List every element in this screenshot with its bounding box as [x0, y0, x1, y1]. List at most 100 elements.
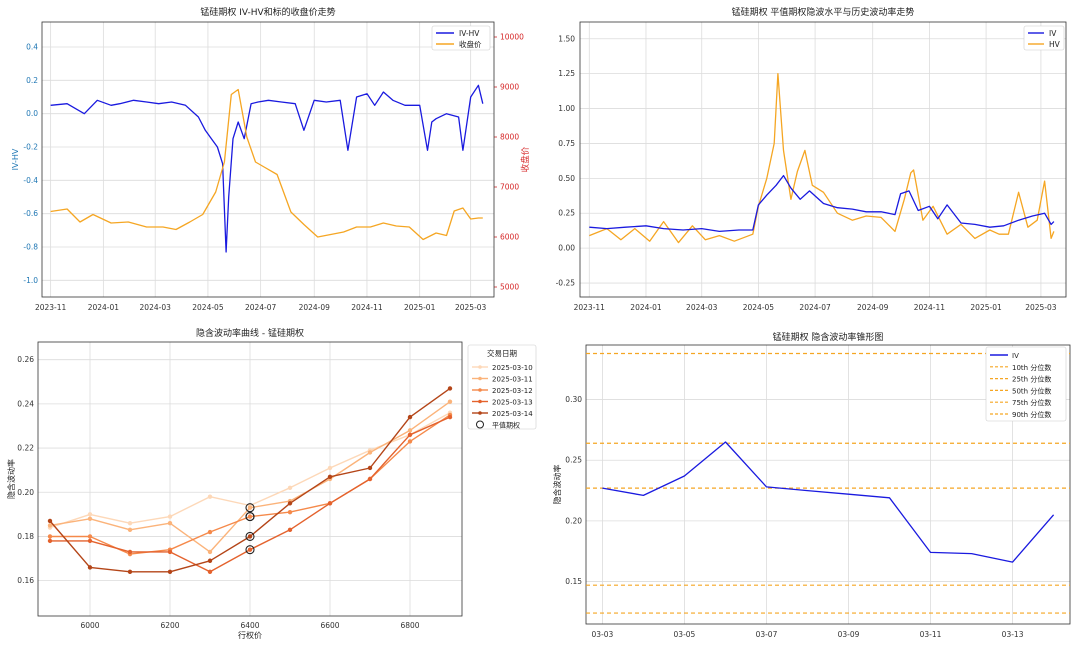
y-tick-label: 0.75: [558, 139, 575, 148]
y-right-tick-label: 10000: [500, 33, 524, 42]
x-tick-label: 2024-05: [192, 303, 224, 312]
y-left-tick-label: 0.2: [26, 76, 38, 85]
atm-marker: [245, 503, 255, 513]
legend-marker: [478, 365, 482, 369]
x-tick-label: 03-09: [838, 630, 860, 639]
legend-marker: [476, 420, 484, 429]
data-point: [287, 485, 293, 491]
plot-frame: [585, 344, 1071, 625]
data-point: [327, 501, 333, 506]
x-tick-label: 6800: [400, 621, 419, 630]
data-point: [407, 439, 413, 444]
data-point: [87, 516, 93, 521]
data-point: [207, 549, 213, 555]
data-point: [167, 569, 173, 575]
data-point: [87, 538, 93, 544]
series-line: [589, 174, 1055, 233]
legend: IV HV: [1023, 25, 1065, 51]
legend-marker: [478, 388, 482, 392]
y-right-tick-label: 8000: [500, 133, 519, 142]
chart-title: 隐含波动率曲线 - 锰硅期权: [196, 327, 304, 339]
data-point: [367, 465, 373, 471]
y-axis-label: 隐含波动率: [552, 465, 562, 505]
x-tick-label: 03-03: [592, 630, 614, 639]
data-point: [447, 386, 453, 391]
legend-label: 2025-03-13: [492, 399, 533, 407]
legend-marker: [478, 376, 482, 381]
y-tick-label: 0.00: [558, 244, 575, 253]
y-tick-label: 0.50: [558, 174, 575, 183]
x-tick-label: 2024-11: [351, 303, 383, 312]
legend-label: 90th 分位数: [1012, 410, 1051, 419]
series-line: [50, 84, 484, 253]
x-tick-label: 2024-05: [743, 303, 775, 312]
y-left-tick-label: -0.4: [23, 176, 38, 185]
legend: 交易日期 2025-03-10 2025-03-11 2025-03-12 2025-0…: [467, 344, 537, 430]
data-point: [247, 514, 253, 519]
chart-iv-smile: 隐含波动率曲线 - 锰硅期权 6000 6200 6400 6600 6800 0.26 0.…: [6, 327, 537, 640]
y-tick-label: 0.22: [17, 444, 34, 453]
y-tick-label: 0.20: [565, 516, 582, 525]
legend-label: 2025-03-10: [492, 364, 533, 372]
data-point: [327, 474, 333, 479]
atm-marker: [245, 531, 255, 542]
plot-frame: [41, 21, 495, 298]
legend-box: [985, 346, 1067, 422]
legend-label: IV-HV: [459, 29, 480, 38]
data-point: [47, 523, 53, 528]
legend: IV 10th 分位数 25th 分位数 50th 分位数 75th 分位数 90th 分…: [985, 346, 1067, 422]
y-right-label: 收盘价: [520, 146, 531, 172]
data-point: [247, 547, 253, 552]
chart-atm-iv-hv: 锰硅期权 平值期权隐波水平与历史波动率走势 2023-11 2024-01 2024-…: [556, 6, 1067, 312]
x-tick-label: 2024-07: [245, 303, 277, 312]
x-tick-label: 2024-01: [630, 303, 662, 312]
legend-label: IV: [1012, 352, 1019, 360]
x-tick-label: 2025-03: [1025, 303, 1057, 312]
y-left-tick-label: -1.0: [23, 276, 38, 285]
data-point: [207, 569, 213, 575]
legend-label: 2025-03-14: [492, 410, 533, 418]
x-tick-label: 03-11: [920, 630, 942, 639]
y-tick-label: 0.25: [558, 209, 575, 218]
y-right-tick-label: 5000: [500, 283, 519, 292]
legend-marker: [478, 411, 482, 415]
chart-title: 锰硅期权 IV-HV和标的收盘价走势: [200, 6, 335, 18]
data-point: [247, 505, 253, 510]
data-point: [287, 527, 293, 533]
plot-frame: [579, 21, 1067, 298]
plot-frame: [37, 341, 463, 617]
legend-box: [467, 344, 537, 430]
data-point: [207, 494, 213, 499]
y-tick-label: 1.00: [558, 104, 575, 113]
y-tick-label: 1.50: [558, 34, 575, 43]
series-line: [602, 441, 1055, 563]
y-tick-label: 0.26: [17, 355, 34, 364]
x-tick-label: 2023-11: [574, 303, 606, 312]
data-point: [367, 476, 373, 482]
legend-marker: [478, 399, 482, 404]
chart-iv-cone: 锰硅期权 隐含波动率锥形图 03-03 03-05 03-07 03-09 03-11 03…: [552, 331, 1071, 639]
data-point: [407, 428, 413, 433]
data-point: [207, 529, 213, 535]
x-tick-label: 6400: [240, 621, 259, 630]
legend-label: 2025-03-11: [492, 376, 533, 384]
chart-iv-hv-close: 锰硅期权 IV-HV和标的收盘价走势 2023-11 2024-01 2024-03 2…: [11, 6, 531, 312]
data-point: [247, 534, 253, 539]
data-point: [167, 549, 173, 555]
x-tick-label: 2024-03: [140, 303, 172, 312]
data-point: [407, 414, 413, 420]
series-line: [589, 72, 1055, 244]
atm-marker: [245, 545, 255, 555]
data-point: [287, 509, 293, 515]
atm-marker: [245, 512, 255, 522]
legend-label: HV: [1049, 40, 1061, 49]
data-point: [327, 465, 333, 471]
y-right-tick-label: 9000: [500, 83, 519, 92]
legend-label: 25th 分位数: [1012, 375, 1051, 384]
data-point: [47, 538, 53, 544]
y-tick-label: -0.25: [556, 279, 576, 288]
legend-label: 75th 分位数: [1012, 398, 1051, 407]
x-tick-label: 2024-03: [686, 303, 718, 312]
x-tick-label: 6200: [160, 621, 179, 630]
x-tick-label: 2024-09: [857, 303, 889, 312]
